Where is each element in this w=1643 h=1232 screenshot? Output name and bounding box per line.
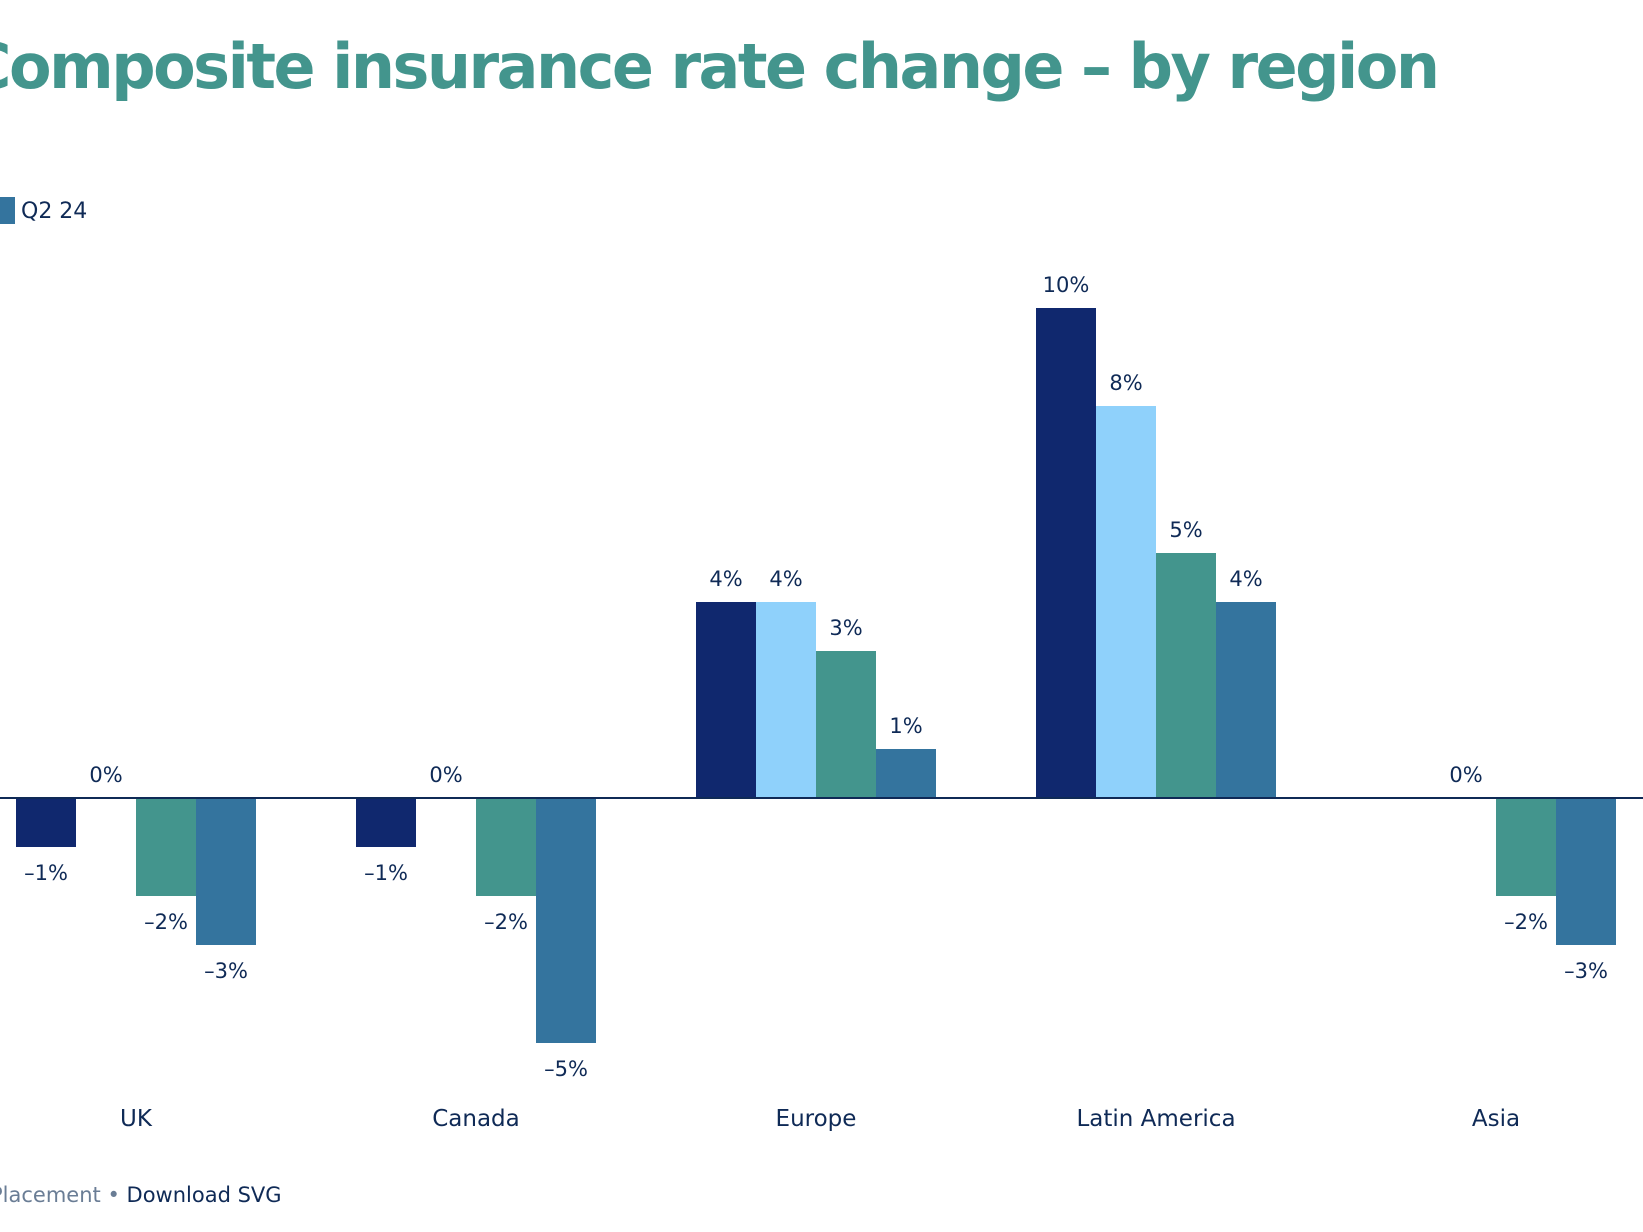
bar-latin-america-q3-23	[1036, 308, 1096, 798]
bar-canada-q2-24	[536, 798, 596, 1043]
bar-latin-america-q4-23	[1096, 406, 1156, 798]
data-label-europe-q2-24: 1%	[889, 714, 922, 738]
data-label-asia-q1-24: –2%	[1504, 910, 1548, 934]
data-label-uk-q2-24: –3%	[204, 959, 248, 983]
legend-swatch-q2-24	[0, 197, 15, 224]
legend: Q2 24	[0, 197, 87, 224]
bar-europe-q4-23	[756, 602, 816, 798]
data-label-europe-q4-23: 4%	[769, 567, 802, 591]
category-label-asia: Asia	[1472, 1106, 1520, 1132]
data-label-canada-q4-23: 0%	[429, 763, 462, 787]
chart-title: Composite insurance rate change – by reg…	[0, 30, 1440, 103]
data-label-europe-q3-23: 4%	[709, 567, 742, 591]
category-labels: UK Canada Europe Latin America Asia	[120, 1106, 1520, 1132]
category-label-uk: UK	[120, 1106, 153, 1132]
data-label-latin-america-q4-23: 8%	[1109, 371, 1142, 395]
data-label-asia-q4-23: 0%	[1449, 763, 1482, 787]
bar-europe-q1-24	[816, 651, 876, 798]
legend-item-q2-24[interactable]: Q2 24	[0, 197, 87, 224]
bar-uk-q2-24	[196, 798, 256, 945]
bar-uk-q3-23	[16, 798, 76, 847]
data-label-latin-america-q2-24: 4%	[1229, 567, 1262, 591]
bar-europe-q2-24	[876, 749, 936, 798]
category-label-canada: Canada	[432, 1106, 520, 1132]
bar-latin-america-q1-24	[1156, 553, 1216, 798]
data-label-canada-q1-24: –2%	[484, 910, 528, 934]
data-label-latin-america-q3-23: 10%	[1043, 273, 1090, 297]
data-label-canada-q2-24: –5%	[544, 1057, 588, 1081]
chart-footer: Placement • Download SVG	[0, 1183, 282, 1207]
download-svg-link[interactable]: Download SVG	[126, 1183, 282, 1207]
legend-label-q2-24: Q2 24	[21, 199, 87, 224]
bar-asia-q1-24	[1496, 798, 1556, 896]
category-label-europe: Europe	[776, 1106, 857, 1132]
bar-canada-q3-23	[356, 798, 416, 847]
category-label-latin-america: Latin America	[1076, 1106, 1235, 1132]
data-label-europe-q1-24: 3%	[829, 616, 862, 640]
data-label-asia-q2-24: –3%	[1564, 959, 1608, 983]
data-label-latin-america-q1-24: 5%	[1169, 518, 1202, 542]
bars	[16, 308, 1616, 1043]
data-labels: –1% 0% –2% –3% –1% 0% –2% –5% 4% 4% 3% 1% 10% 8% 5% 4% 0…	[24, 273, 1608, 1081]
data-label-uk-q3-23: –1%	[24, 861, 68, 885]
source-link[interactable]: Placement	[0, 1183, 101, 1207]
bar-canada-q1-24	[476, 798, 536, 896]
bar-latin-america-q2-24	[1216, 602, 1276, 798]
bar-uk-q1-24	[136, 798, 196, 896]
data-label-canada-q3-23: –1%	[364, 861, 408, 885]
data-label-uk-q4-23: 0%	[89, 763, 122, 787]
bar-europe-q3-23	[696, 602, 756, 798]
footer-separator: •	[107, 1183, 120, 1207]
bar-asia-q2-24	[1556, 798, 1616, 945]
data-label-uk-q1-24: –2%	[144, 910, 188, 934]
